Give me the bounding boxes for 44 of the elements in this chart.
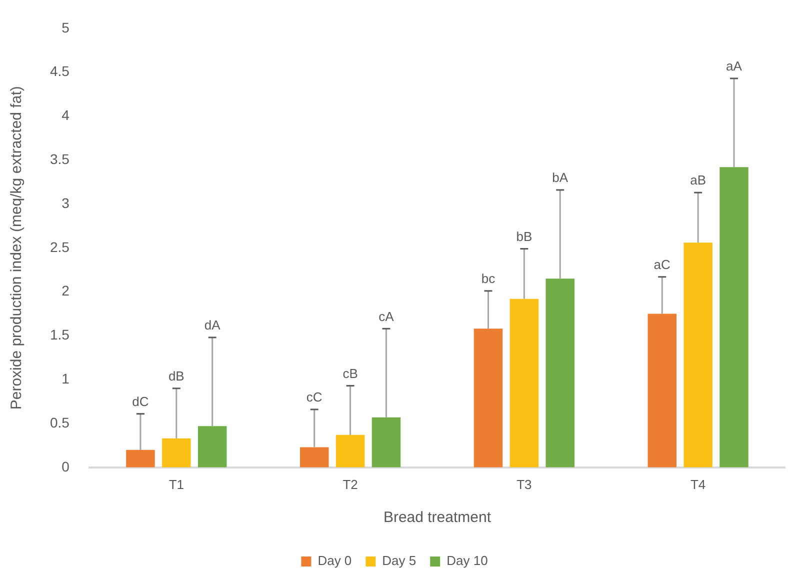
annotation: cA (378, 308, 394, 324)
bar (126, 450, 155, 468)
x-tick-label: T2 (342, 476, 358, 492)
bar (336, 434, 365, 468)
y-tick-label: 4 (62, 107, 70, 124)
y-tick-label: 1.5 (50, 326, 70, 343)
y-tick-label: 4.5 (50, 63, 70, 80)
x-tick-label: T1 (168, 476, 184, 492)
y-tick-label: 2 (62, 282, 70, 299)
annotation: dB (168, 368, 184, 384)
y-tick-label: 0 (62, 458, 70, 474)
y-axis-title: Peroxide production index (meq/kg extracted fat) (8, 86, 26, 410)
y-tick-label: 3.5 (50, 150, 70, 167)
y-tick-label: 3 (62, 194, 70, 211)
bar (648, 314, 676, 468)
annotation: cB (342, 366, 358, 381)
x-tick-label: T3 (516, 476, 532, 492)
annotation: bB (516, 228, 532, 244)
bar (684, 242, 712, 468)
legend-label: Day 10 (446, 553, 488, 568)
x-tick-label: T4 (690, 476, 706, 492)
bar (300, 447, 329, 468)
y-tick-label: 2.5 (50, 238, 70, 255)
legend-label: Day 0 (318, 553, 352, 568)
y-tick-label: 5 (62, 19, 70, 36)
bar (474, 328, 503, 468)
y-tick-label: 1 (62, 370, 70, 386)
annotation: aB (690, 172, 706, 188)
x-axis-title: Bread treatment (383, 509, 492, 526)
bar (372, 417, 401, 468)
bar (546, 278, 574, 468)
annotation: bc (481, 271, 496, 286)
annotation: aC (654, 256, 670, 272)
bar (720, 167, 748, 468)
bar (510, 298, 539, 468)
annotation: dC (132, 394, 149, 409)
annotation: dA (204, 318, 221, 333)
bar (198, 426, 227, 468)
legend-label: Day 5 (382, 553, 416, 568)
annotation: cC (306, 390, 322, 405)
y-tick-label: 0.5 (50, 414, 70, 430)
bar (162, 438, 191, 468)
annotation: aA (726, 58, 742, 74)
annotation: bA (552, 170, 568, 186)
